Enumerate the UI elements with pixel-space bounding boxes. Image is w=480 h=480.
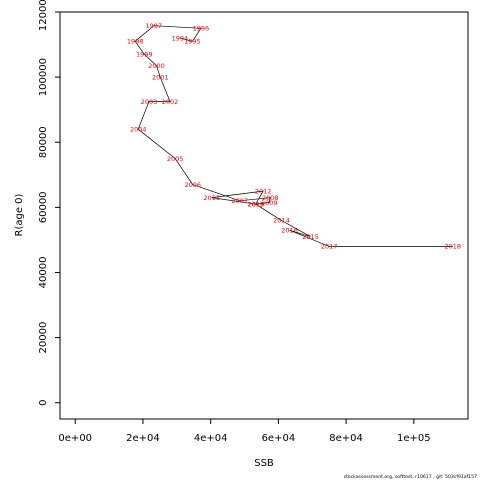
x-tick-label: 0e+00: [58, 433, 92, 444]
year-label-2003: 2003: [141, 98, 158, 106]
year-label-2001: 2001: [152, 73, 169, 81]
y-axis: 0 20000 40000 60000 80000 100000 120000: [38, 0, 60, 406]
year-label-2000: 2000: [148, 62, 165, 70]
year-label-1995: 1995: [184, 38, 201, 46]
year-label-2005: 2005: [167, 155, 184, 163]
x-tick-label: 2e+04: [126, 433, 160, 444]
year-label-1998: 1998: [127, 38, 144, 46]
year-label-1997: 1997: [146, 22, 163, 30]
year-label-2012: 2012: [255, 187, 272, 195]
y-tick-label: 100000: [38, 58, 49, 96]
year-label-1996: 1996: [193, 25, 210, 33]
footer-note: stockassessment.org, softtest, r10617 , …: [344, 474, 477, 480]
year-label-2018: 2018: [444, 243, 461, 251]
y-tick-label: 0: [38, 400, 49, 406]
recruitment-trajectory-line: [134, 25, 453, 247]
year-label-2014: 2014: [273, 217, 290, 225]
x-tick-label: 4e+04: [194, 433, 228, 444]
year-label-2017: 2017: [321, 243, 338, 251]
year-label-2002: 2002: [162, 98, 179, 106]
year-label-2004: 2004: [130, 126, 147, 134]
year-label-2010: 2010: [248, 200, 265, 208]
year-label-2008: 2008: [262, 194, 279, 202]
year-label-1999: 1999: [136, 51, 153, 59]
x-axis: 0e+00 2e+04 4e+04 6e+04 8e+04 1e+05: [58, 419, 431, 444]
year-label-2006: 2006: [184, 181, 201, 189]
y-tick-label: 120000: [38, 0, 49, 31]
x-tick-label: 8e+04: [329, 433, 363, 444]
year-label-2015: 2015: [302, 233, 319, 241]
year-label-2011: 2011: [203, 194, 220, 202]
x-tick-label: 1e+05: [397, 433, 431, 444]
year-label-2013: 2013: [247, 200, 264, 208]
y-axis-title: R(age 0): [14, 193, 25, 236]
year-label-1994: 1994: [172, 34, 189, 42]
year-label-2007: 2007: [232, 197, 249, 205]
y-tick-label: 80000: [38, 126, 49, 158]
x-axis-title: SSB: [254, 458, 274, 469]
year-label-2016: 2016: [281, 226, 298, 234]
y-tick-label: 20000: [38, 322, 49, 354]
year-label-2009: 2009: [261, 199, 278, 207]
plot-frame: [59, 11, 469, 420]
y-tick-label: 40000: [38, 257, 49, 289]
y-tick-label: 60000: [38, 191, 49, 223]
x-tick-label: 6e+04: [262, 433, 296, 444]
